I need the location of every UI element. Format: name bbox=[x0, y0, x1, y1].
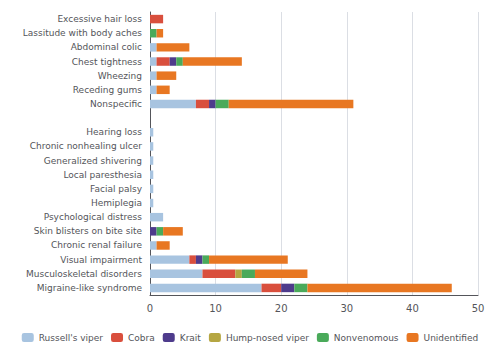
svg-text:Hearing loss: Hearing loss bbox=[86, 127, 142, 137]
svg-text:50: 50 bbox=[472, 303, 485, 314]
svg-text:30: 30 bbox=[340, 303, 353, 314]
svg-text:Excessive hair loss: Excessive hair loss bbox=[57, 14, 142, 24]
svg-text:Chronic renal failure: Chronic renal failure bbox=[51, 240, 143, 250]
svg-text:Lassitude with body aches: Lassitude with body aches bbox=[23, 28, 143, 38]
svg-text:Abdominal colic: Abdominal colic bbox=[71, 42, 142, 52]
svg-text:0: 0 bbox=[147, 303, 153, 314]
svg-text:40: 40 bbox=[406, 303, 419, 314]
svg-text:10: 10 bbox=[209, 303, 222, 314]
svg-text:Wheezing: Wheezing bbox=[98, 71, 142, 81]
svg-text:Skin blisters on bite site: Skin blisters on bite site bbox=[34, 226, 143, 236]
svg-text:Facial palsy: Facial palsy bbox=[90, 184, 143, 194]
svg-text:Generalized shivering: Generalized shivering bbox=[44, 156, 142, 166]
svg-text:Krait: Krait bbox=[180, 333, 202, 343]
svg-text:Chest tightness: Chest tightness bbox=[72, 57, 143, 67]
svg-text:Musculoskeletal disorders: Musculoskeletal disorders bbox=[26, 269, 142, 279]
svg-text:Psychological distress: Psychological distress bbox=[44, 212, 143, 222]
svg-text:Russell's viper: Russell's viper bbox=[39, 333, 104, 343]
svg-text:Migraine-like syndrome: Migraine-like syndrome bbox=[37, 283, 143, 293]
svg-text:Cobra: Cobra bbox=[128, 333, 155, 343]
svg-text:Unidentified: Unidentified bbox=[424, 333, 479, 343]
svg-text:Hemiplegia: Hemiplegia bbox=[91, 198, 142, 208]
svg-text:Hump-nosed viper: Hump-nosed viper bbox=[226, 333, 309, 343]
svg-text:Nonspecific: Nonspecific bbox=[90, 99, 142, 109]
svg-text:Nonvenomous: Nonvenomous bbox=[334, 333, 399, 343]
svg-text:Visual impairment: Visual impairment bbox=[60, 255, 142, 265]
svg-text:Local paresthesia: Local paresthesia bbox=[63, 170, 142, 180]
svg-text:Chronic nonhealing ulcer: Chronic nonhealing ulcer bbox=[30, 141, 143, 151]
svg-text:Receding gums: Receding gums bbox=[73, 85, 143, 95]
svg-text:20: 20 bbox=[275, 303, 288, 314]
